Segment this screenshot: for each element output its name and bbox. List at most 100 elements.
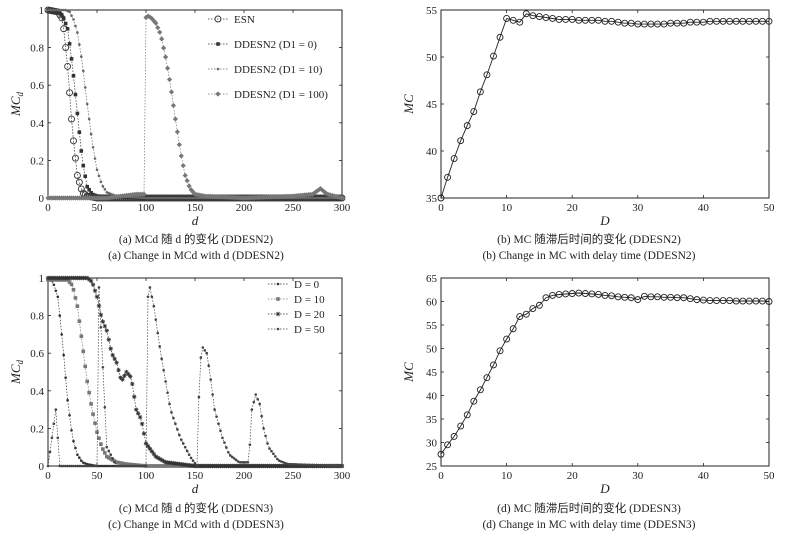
y-tick-label: 0.2 bbox=[30, 423, 44, 435]
x-tick-label: 30 bbox=[632, 202, 644, 214]
data-point bbox=[203, 349, 207, 352]
data-point bbox=[187, 196, 191, 200]
series-1 bbox=[437, 289, 773, 458]
data-point bbox=[193, 462, 197, 465]
data-point bbox=[285, 462, 289, 466]
data-point bbox=[319, 463, 322, 467]
data-point bbox=[122, 461, 127, 466]
data-point bbox=[46, 8, 50, 12]
data-point bbox=[215, 415, 218, 418]
data-point bbox=[260, 414, 263, 418]
data-point bbox=[332, 464, 336, 468]
data-point bbox=[148, 464, 152, 468]
data-point bbox=[130, 462, 135, 467]
data-point bbox=[87, 464, 91, 468]
data-point bbox=[104, 328, 109, 333]
data-point bbox=[76, 31, 79, 34]
data-point bbox=[173, 464, 178, 468]
data-point bbox=[732, 17, 740, 25]
data-point bbox=[52, 283, 56, 287]
data-point bbox=[99, 464, 103, 468]
data-point bbox=[183, 445, 187, 449]
data-point bbox=[185, 449, 189, 453]
data-point bbox=[148, 286, 152, 289]
x-tick-label: 30 bbox=[632, 470, 644, 482]
data-point bbox=[299, 463, 303, 466]
data-point bbox=[142, 196, 146, 200]
y-tick-label: 40 bbox=[426, 146, 438, 158]
data-point bbox=[325, 464, 328, 467]
caption-a-english: (a) Change in MCd with d (DDESN2) bbox=[108, 250, 284, 262]
series-2 bbox=[46, 278, 344, 468]
data-point bbox=[287, 462, 291, 466]
data-point bbox=[147, 14, 153, 20]
data-point bbox=[113, 464, 116, 468]
data-point bbox=[69, 57, 74, 61]
data-point bbox=[136, 464, 140, 468]
data-point bbox=[168, 196, 171, 200]
data-point bbox=[199, 196, 203, 200]
data-point bbox=[77, 319, 82, 324]
data-point bbox=[315, 463, 318, 467]
x-tick-label: 150 bbox=[187, 470, 204, 482]
data-point bbox=[83, 464, 87, 468]
data-point bbox=[151, 18, 157, 24]
data-point bbox=[227, 451, 230, 454]
data-point bbox=[75, 111, 80, 116]
series-4 bbox=[46, 286, 344, 468]
data-point bbox=[66, 9, 69, 13]
data-point bbox=[178, 433, 181, 437]
data-point bbox=[93, 464, 97, 468]
data-point bbox=[195, 464, 199, 468]
y-tick-label: 35 bbox=[426, 414, 438, 426]
x-tick-label: 10 bbox=[501, 202, 512, 214]
data-point bbox=[274, 455, 277, 458]
data-point bbox=[70, 14, 73, 17]
data-point bbox=[522, 10, 530, 18]
data-point bbox=[108, 346, 113, 351]
y-tick-label: 30 bbox=[426, 438, 438, 450]
data-point bbox=[232, 457, 236, 460]
data-point bbox=[706, 17, 714, 25]
data-point bbox=[77, 185, 85, 193]
legend-swatch-marker bbox=[275, 311, 281, 317]
data-point bbox=[110, 458, 115, 462]
legend-swatch-marker bbox=[215, 91, 221, 97]
data-point bbox=[141, 431, 147, 436]
legend-label: DDESN2 (D1 = 0) bbox=[234, 39, 317, 51]
caption-c-english: (c) Change in MCd with d (DDESN3) bbox=[108, 519, 284, 531]
data-point bbox=[311, 196, 314, 200]
data-point bbox=[71, 74, 76, 78]
data-point bbox=[699, 296, 707, 304]
data-point bbox=[654, 20, 661, 28]
data-point bbox=[305, 463, 309, 467]
data-point bbox=[68, 413, 71, 417]
data-point bbox=[102, 323, 108, 329]
x-tick-label: 100 bbox=[138, 470, 155, 482]
data-point bbox=[634, 296, 642, 304]
data-point bbox=[568, 290, 576, 297]
data-point bbox=[158, 345, 162, 348]
data-point bbox=[144, 464, 148, 468]
y-tick-label: 0.8 bbox=[30, 43, 44, 55]
x-tick-label: 0 bbox=[45, 470, 51, 482]
data-point bbox=[166, 196, 169, 200]
data-point bbox=[168, 89, 175, 95]
series-line bbox=[440, 292, 770, 455]
data-point bbox=[262, 427, 265, 430]
data-point bbox=[85, 462, 89, 466]
x-tick-label: 50 bbox=[764, 202, 776, 214]
data-point bbox=[66, 398, 69, 402]
data-point bbox=[319, 196, 322, 200]
data-point bbox=[114, 360, 119, 365]
data-point bbox=[179, 438, 183, 441]
caption-c-chinese: (c) MCd 随 d 的变化 (DDESN3) bbox=[118, 503, 274, 515]
data-point bbox=[301, 196, 305, 200]
data-point bbox=[60, 464, 64, 468]
x-tick-label: 10 bbox=[501, 470, 512, 482]
data-point bbox=[75, 178, 83, 186]
data-point bbox=[125, 464, 128, 468]
legend-swatch-marker bbox=[276, 297, 280, 301]
data-point bbox=[71, 154, 79, 162]
data-point bbox=[65, 27, 70, 31]
